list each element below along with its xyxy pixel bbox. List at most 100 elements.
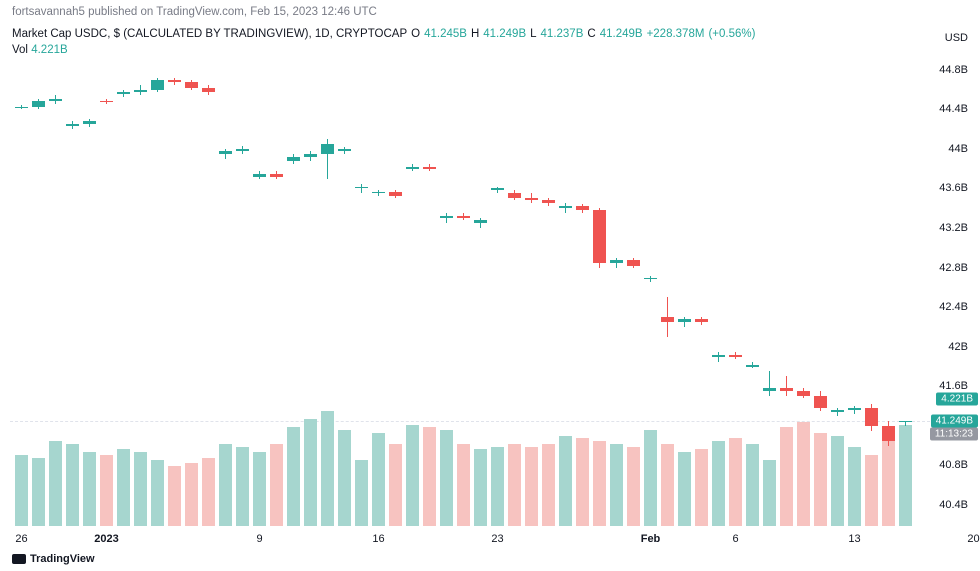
volume-bar: [610, 444, 623, 526]
candle-body: [763, 388, 776, 391]
volume-bar: [202, 458, 215, 526]
candle-body: [287, 157, 300, 161]
volume-bar: [729, 438, 742, 526]
volume-bar: [304, 419, 317, 526]
volume-bar: [321, 411, 334, 526]
volume-bar: [644, 430, 657, 526]
volume-bar: [474, 449, 487, 526]
volume-bar: [253, 452, 266, 526]
y-axis-tick-label: 44.8B: [939, 64, 968, 76]
candle-body: [219, 151, 232, 154]
volume-bar: [270, 444, 283, 526]
y-axis-tick-label: 42.8B: [939, 262, 968, 274]
y-axis-tick-label: 43.2B: [939, 222, 968, 234]
volume-bar: [219, 444, 232, 526]
x-axis-tick-label: Feb: [641, 533, 661, 545]
candle-body: [49, 99, 62, 101]
candle-body: [270, 174, 283, 177]
candle-body: [865, 408, 878, 426]
volume-bar: [661, 444, 674, 526]
volume-bar: [389, 444, 402, 526]
volume-bar: [372, 433, 385, 526]
candle-body: [780, 388, 793, 391]
volume-bar: [780, 427, 793, 526]
volume-bar: [117, 449, 130, 526]
volume-bar: [865, 455, 878, 526]
x-axis-tick-label: 23: [491, 533, 503, 545]
footer-brand[interactable]: TradingView: [12, 553, 95, 565]
candle-body: [321, 144, 334, 154]
volume-bar: [491, 447, 504, 526]
volume-bar: [287, 427, 300, 526]
candle-body: [66, 124, 79, 126]
price-scale-timer-label: 11:13:23: [930, 428, 978, 441]
candle-body: [712, 355, 725, 357]
candle-body: [83, 121, 96, 124]
candle-body: [253, 174, 266, 177]
volume-bar: [593, 441, 606, 526]
tradingview-logo-icon: [12, 554, 26, 564]
candle-body: [15, 107, 28, 108]
volume-bar: [236, 447, 249, 526]
chart-area[interactable]: 40.4B40.8B41.2B41.6B42B42.4B42.8B43.2B43…: [0, 0, 980, 571]
volume-bar: [712, 441, 725, 526]
candle-body: [576, 206, 589, 210]
volume-bar: [185, 463, 198, 526]
y-axis-tick-label: 44B: [948, 143, 968, 155]
volume-bar: [508, 444, 521, 526]
volume-bar: [542, 444, 555, 526]
candle-body: [627, 260, 640, 266]
candle-body: [508, 193, 521, 198]
x-axis-tick-label: 13: [848, 533, 860, 545]
candle-body: [542, 200, 555, 203]
candle-body: [236, 149, 249, 151]
candle-body: [797, 391, 810, 396]
x-axis-tick-label: 2023: [94, 533, 118, 545]
candle-body: [423, 167, 436, 169]
candle-wick: [446, 213, 447, 223]
volume-bar: [763, 460, 776, 526]
candle-body: [338, 149, 351, 151]
candle-body: [457, 216, 470, 218]
price-scale-last-label: 41.249B: [931, 415, 978, 428]
volume-bar: [32, 458, 45, 526]
candle-body: [168, 80, 181, 82]
y-axis-tick-label: 43.6B: [939, 182, 968, 194]
y-axis-tick-label: 40.8B: [939, 459, 968, 471]
candle-body: [559, 206, 572, 208]
candle-body: [610, 260, 623, 263]
candle-body: [695, 319, 708, 322]
candle-body: [729, 355, 742, 357]
candle-body: [678, 319, 691, 322]
volume-bar: [83, 452, 96, 526]
candle-body: [814, 396, 827, 408]
candle-body: [644, 278, 657, 280]
candle-body: [746, 365, 759, 367]
candle-body: [593, 210, 606, 262]
candle-body: [372, 192, 385, 193]
volume-bar: [695, 449, 708, 526]
candle-wick: [565, 203, 566, 213]
candle-body: [491, 188, 504, 190]
volume-bar: [134, 452, 147, 526]
candle-body: [899, 421, 912, 422]
volume-bar: [168, 466, 181, 526]
volume-bar: [576, 438, 589, 526]
candle-body: [848, 408, 861, 410]
candle-body: [151, 80, 164, 90]
price-scale-vol-label: 4.221B: [936, 393, 978, 406]
last-price-line: [10, 421, 930, 422]
volume-bar: [440, 430, 453, 526]
candle-body: [355, 187, 368, 189]
volume-bar: [423, 427, 436, 526]
candle-body: [100, 101, 113, 102]
x-axis-tick-label: 9: [256, 533, 262, 545]
volume-bar: [848, 447, 861, 526]
candle-wick: [769, 371, 770, 396]
volume-bar: [457, 444, 470, 526]
volume-bar: [831, 436, 844, 526]
y-axis-tick-label: 40.4B: [939, 499, 968, 511]
candle-body: [440, 216, 453, 218]
volume-bar: [797, 422, 810, 526]
candle-body: [389, 192, 402, 196]
